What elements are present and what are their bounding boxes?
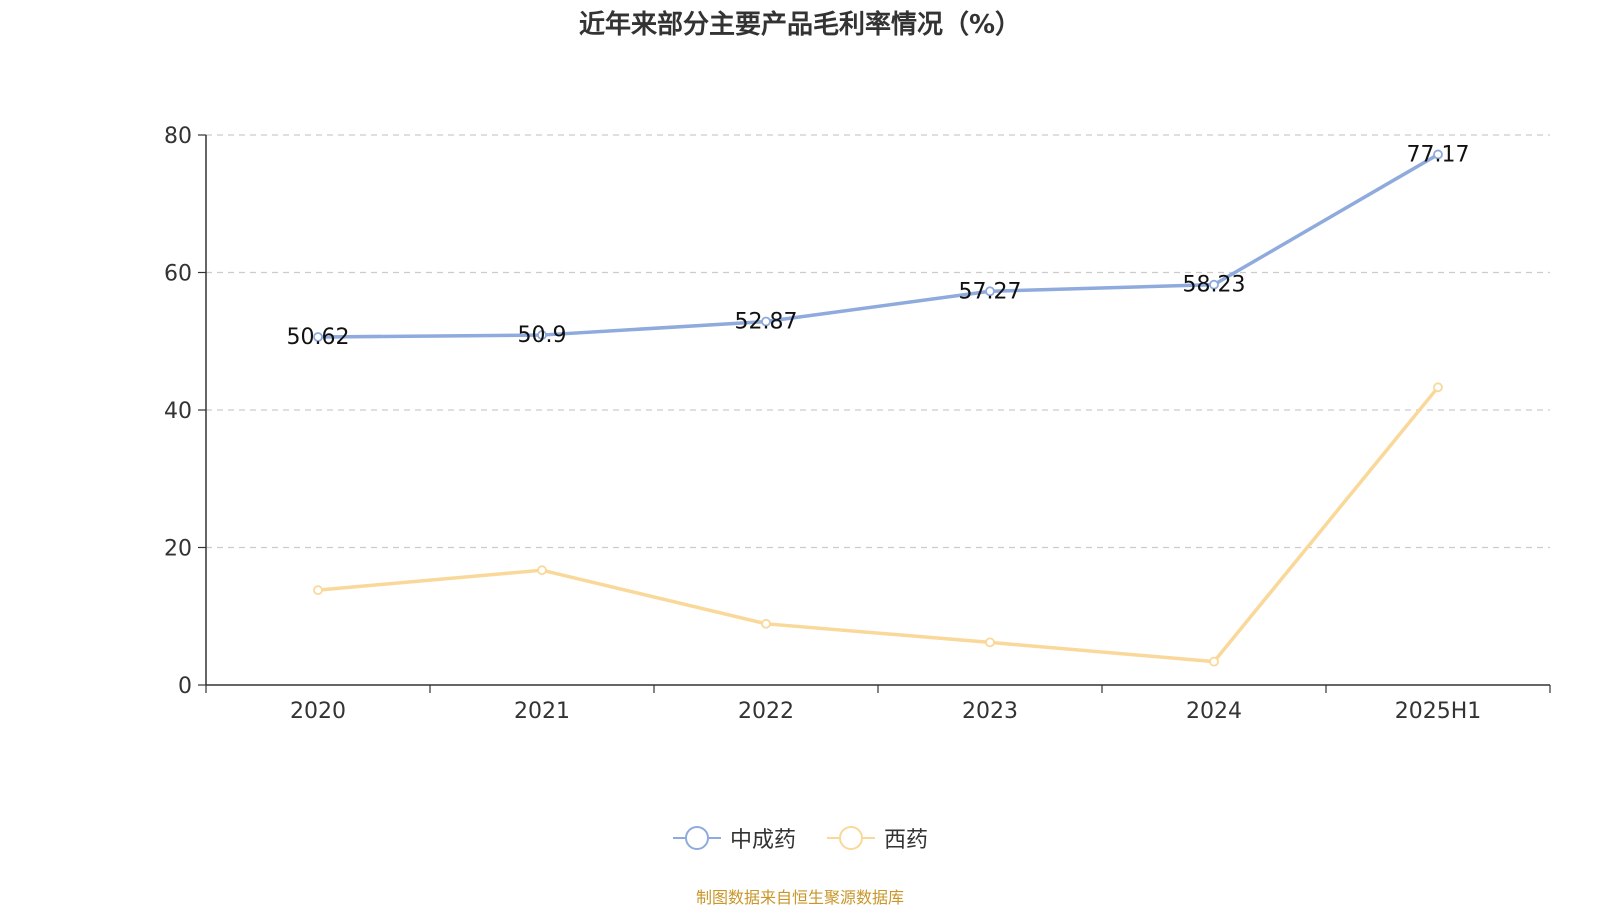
data-labels: 50.62 50.9 52.87 57.27 58.23 77.17 <box>287 142 1470 350</box>
data-label: 50.9 <box>518 323 567 348</box>
y-tick-label: 40 <box>164 399 192 424</box>
data-point <box>761 316 771 327</box>
x-tick-label: 2020 <box>290 699 346 724</box>
series-line <box>317 386 1440 664</box>
legend-marker-icon <box>827 826 875 850</box>
data-point <box>761 618 771 629</box>
y-tick-label: 80 <box>164 124 192 149</box>
data-point <box>985 286 995 297</box>
series <box>313 149 1443 667</box>
source-note: 制图数据来自恒生聚源数据库 <box>695 888 904 907</box>
legend: 中成药 西药 <box>0 822 1600 854</box>
legend-marker-icon <box>672 826 721 850</box>
data-point <box>1433 382 1443 393</box>
data-point <box>985 637 995 648</box>
data-point <box>313 332 323 342</box>
data-label: 52.87 <box>735 310 798 335</box>
axes: 0 20 40 60 80 2020 2021 2022 2023 2024 2025H1 <box>164 124 1551 724</box>
x-tick-label: 2022 <box>738 699 794 724</box>
data-label: 77.17 <box>1407 142 1470 167</box>
y-tick-label: 20 <box>164 537 192 562</box>
data-point <box>1209 656 1219 667</box>
data-label: 57.27 <box>959 279 1022 304</box>
data-point <box>1433 149 1443 160</box>
data-point <box>1209 279 1219 290</box>
series-line <box>317 152 1439 339</box>
y-tick-label: 60 <box>164 262 192 287</box>
grid-lines <box>206 134 1550 549</box>
x-tick-label: 2025H1 <box>1395 699 1482 724</box>
chart-title: 近年来部分主要产品毛利率情况（%） <box>578 10 1022 40</box>
legend-item[interactable]: 中成药 <box>672 822 796 854</box>
data-point <box>537 565 547 576</box>
legend-item[interactable]: 西药 <box>826 822 928 854</box>
data-label: 58.23 <box>1183 273 1246 298</box>
x-tick-label: 2021 <box>514 699 570 724</box>
y-tick-label: 0 <box>178 674 192 699</box>
x-tick-label: 2024 <box>1186 699 1242 724</box>
x-tick-label: 2023 <box>962 699 1018 724</box>
legend-label: 西药 <box>884 828 929 853</box>
data-point <box>537 330 547 340</box>
data-label: 50.62 <box>287 325 350 350</box>
legend-label: 中成药 <box>729 828 796 853</box>
data-point <box>313 585 323 596</box>
